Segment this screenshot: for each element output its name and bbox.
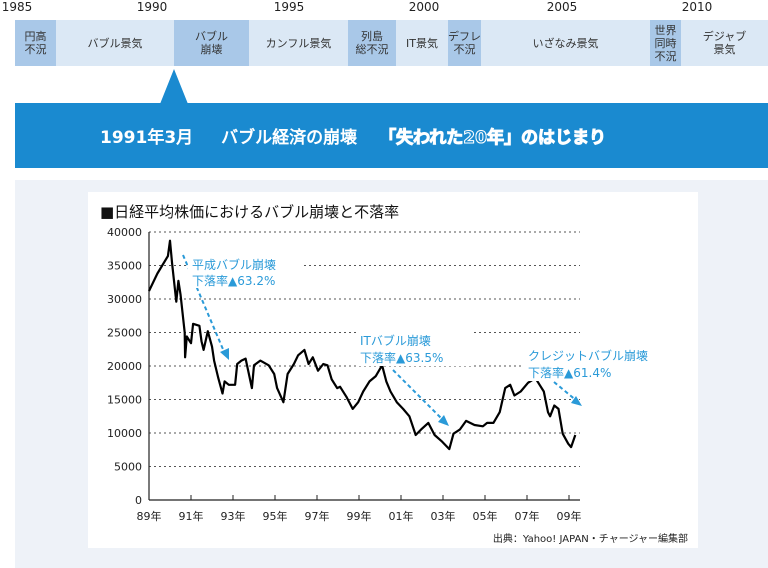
x-tick-label: 99年 [347, 509, 372, 523]
annotation-rate: 下落率▲61.4% [528, 365, 611, 380]
period: IT景気 [396, 20, 448, 66]
annotation-rate: 下落率▲63.5% [360, 350, 443, 365]
banner-event: バブル経済の崩壊 [221, 128, 358, 148]
chart-title: ■日経平均株価におけるバブル崩壊と不落率 [100, 203, 400, 221]
arrow-head [571, 396, 582, 406]
period: 円高 不況 [15, 20, 56, 66]
y-tick-label: 15000 [107, 394, 142, 407]
year-label: 2005 [546, 0, 578, 14]
banner-date: 1991年3月 [100, 128, 194, 148]
period: いざなみ景気 [481, 20, 650, 66]
year-label: 1995 [273, 0, 305, 14]
x-tick-label: 09年 [557, 509, 582, 523]
x-tick-label: 03年 [431, 509, 456, 523]
annotation-rate: 下落率▲63.2% [192, 273, 275, 288]
period: デフレ 不況 [448, 20, 481, 66]
period: バブル景気 [56, 20, 174, 66]
period: 世界 同時 不況 [650, 20, 681, 66]
annotation-title: クレジットバブル崩壊 [528, 348, 648, 363]
annotation-title: ITバブル崩壊 [360, 333, 431, 348]
y-tick-label: 20000 [107, 360, 142, 373]
x-tick-label: 07年 [515, 509, 540, 523]
y-tick-label: 25000 [107, 327, 142, 340]
arrow-head [438, 415, 449, 426]
x-tick-label: 01年 [389, 509, 414, 523]
x-tick-label: 95年 [263, 509, 288, 523]
x-tick-label: 05年 [473, 509, 498, 523]
y-tick-label: 35000 [107, 260, 142, 273]
y-tick-label: 10000 [107, 427, 142, 440]
x-tick-label: 89年 [137, 509, 162, 523]
y-tick-label: 40000 [107, 226, 142, 239]
period: デジャブ 景気 [681, 20, 768, 66]
source-note: 出典：Yahoo! JAPAN・チャージャー編集部 [492, 534, 688, 545]
y-tick-label: 30000 [107, 293, 142, 306]
period: バブル 崩壊 [174, 20, 249, 66]
banner-suffix: のはじまり [520, 128, 606, 149]
arrow-head [220, 348, 229, 360]
period: カンフル景気 [249, 20, 348, 66]
y-tick-label: 0 [135, 494, 142, 507]
y-tick-label: 5000 [114, 461, 142, 474]
year-label: 1985 [1, 0, 33, 14]
series-line-nikkei [148, 239, 577, 451]
nikkei-chart: 0 5000 10000 15000 20000 25000 30000 35000 40000… [107, 226, 674, 523]
banner-highlight: 「失われた20年」 [379, 128, 522, 149]
decline-arrow [392, 369, 445, 422]
year-label: 2000 [408, 0, 440, 14]
banner-pointer [160, 69, 188, 104]
year-label: 1990 [136, 0, 168, 14]
year-label: 2010 [681, 0, 713, 14]
x-tick-label: 91年 [179, 509, 204, 523]
period: 列島 総不況 [348, 20, 396, 66]
x-tick-label: 93年 [221, 509, 246, 523]
headline-banner: 1991年3月 バブル経済の崩壊 「失われた20年」のはじまり [15, 103, 768, 168]
x-tick-label: 97年 [305, 509, 330, 523]
annotation-title: 平成バブル崩壊 [192, 257, 276, 272]
decline-arrow [553, 381, 578, 402]
